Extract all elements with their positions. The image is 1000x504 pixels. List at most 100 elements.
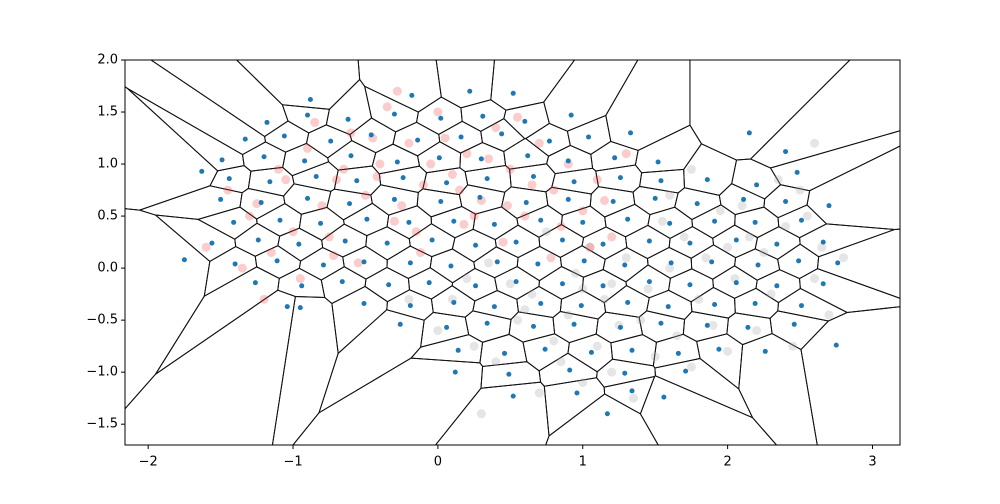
point bbox=[701, 253, 711, 263]
point bbox=[709, 259, 715, 265]
voronoi-cell bbox=[281, 104, 330, 134]
point bbox=[407, 303, 413, 309]
point bbox=[451, 218, 457, 224]
point bbox=[661, 394, 667, 400]
point bbox=[694, 201, 700, 207]
y-tick-label: 1.0 bbox=[97, 157, 118, 172]
point bbox=[513, 239, 519, 245]
point bbox=[411, 227, 421, 237]
point bbox=[484, 258, 494, 268]
point bbox=[305, 112, 311, 118]
point bbox=[305, 195, 311, 201]
point bbox=[310, 117, 320, 127]
point bbox=[258, 200, 264, 206]
point bbox=[733, 280, 739, 286]
point bbox=[473, 242, 479, 248]
point bbox=[820, 239, 826, 245]
point bbox=[274, 164, 284, 174]
point bbox=[686, 362, 696, 372]
y-tick-label: 1.5 bbox=[97, 105, 118, 120]
point bbox=[386, 282, 392, 288]
point bbox=[622, 370, 628, 376]
voronoi-cell bbox=[806, 145, 900, 231]
point bbox=[297, 305, 303, 311]
point bbox=[259, 294, 269, 304]
point bbox=[302, 158, 308, 164]
point bbox=[320, 262, 326, 268]
point bbox=[296, 241, 302, 247]
point bbox=[665, 304, 671, 310]
point bbox=[617, 324, 623, 330]
point bbox=[329, 251, 339, 261]
point bbox=[578, 378, 588, 388]
point bbox=[313, 174, 319, 180]
point bbox=[833, 342, 839, 348]
point bbox=[226, 176, 232, 182]
point bbox=[621, 253, 631, 263]
point bbox=[397, 201, 407, 211]
point bbox=[592, 341, 602, 351]
point bbox=[704, 322, 710, 328]
voronoi-cell bbox=[639, 375, 778, 445]
point bbox=[219, 157, 225, 163]
point bbox=[665, 263, 675, 273]
point bbox=[303, 143, 313, 153]
point bbox=[783, 199, 789, 205]
point bbox=[307, 97, 313, 103]
point bbox=[535, 261, 541, 267]
point bbox=[679, 232, 689, 242]
point bbox=[612, 155, 618, 161]
point bbox=[817, 242, 827, 252]
point bbox=[578, 284, 588, 294]
y-tick-label: 0.5 bbox=[97, 209, 118, 224]
point bbox=[694, 294, 704, 304]
voronoi-cell bbox=[777, 287, 849, 322]
point bbox=[345, 116, 351, 122]
point bbox=[796, 258, 802, 264]
voronoi-cell bbox=[543, 377, 606, 437]
point bbox=[542, 227, 552, 237]
point bbox=[588, 349, 594, 355]
point bbox=[737, 201, 747, 211]
point bbox=[317, 201, 327, 211]
point bbox=[513, 279, 519, 285]
point bbox=[476, 409, 486, 419]
point bbox=[650, 352, 660, 362]
point bbox=[585, 242, 595, 252]
point bbox=[266, 248, 276, 257]
point bbox=[267, 179, 273, 185]
point bbox=[687, 240, 693, 246]
voronoi-cell bbox=[150, 60, 289, 138]
point bbox=[510, 90, 516, 96]
point bbox=[658, 320, 664, 326]
point bbox=[299, 283, 305, 289]
point bbox=[459, 219, 469, 229]
voronoi-cell bbox=[127, 88, 245, 172]
x-tick-label: 0 bbox=[434, 455, 442, 470]
point bbox=[607, 367, 617, 377]
point bbox=[451, 299, 457, 305]
point bbox=[505, 279, 515, 289]
point bbox=[546, 138, 552, 144]
point bbox=[744, 232, 754, 242]
voronoi-cell bbox=[654, 357, 754, 419]
point bbox=[447, 169, 457, 179]
point bbox=[199, 168, 205, 174]
point bbox=[494, 259, 500, 265]
voronoi-cell bbox=[816, 228, 900, 299]
point bbox=[354, 178, 360, 184]
point bbox=[527, 180, 537, 190]
point bbox=[433, 326, 443, 336]
voronoi-cell bbox=[271, 296, 339, 445]
point bbox=[675, 350, 681, 356]
point bbox=[281, 175, 291, 185]
point bbox=[339, 164, 349, 174]
point bbox=[426, 159, 436, 169]
point bbox=[473, 283, 479, 289]
point bbox=[438, 115, 444, 121]
voronoi-cell bbox=[800, 306, 900, 445]
point bbox=[542, 346, 548, 352]
point bbox=[255, 237, 261, 243]
point bbox=[741, 196, 747, 202]
plot-area bbox=[125, 60, 900, 445]
